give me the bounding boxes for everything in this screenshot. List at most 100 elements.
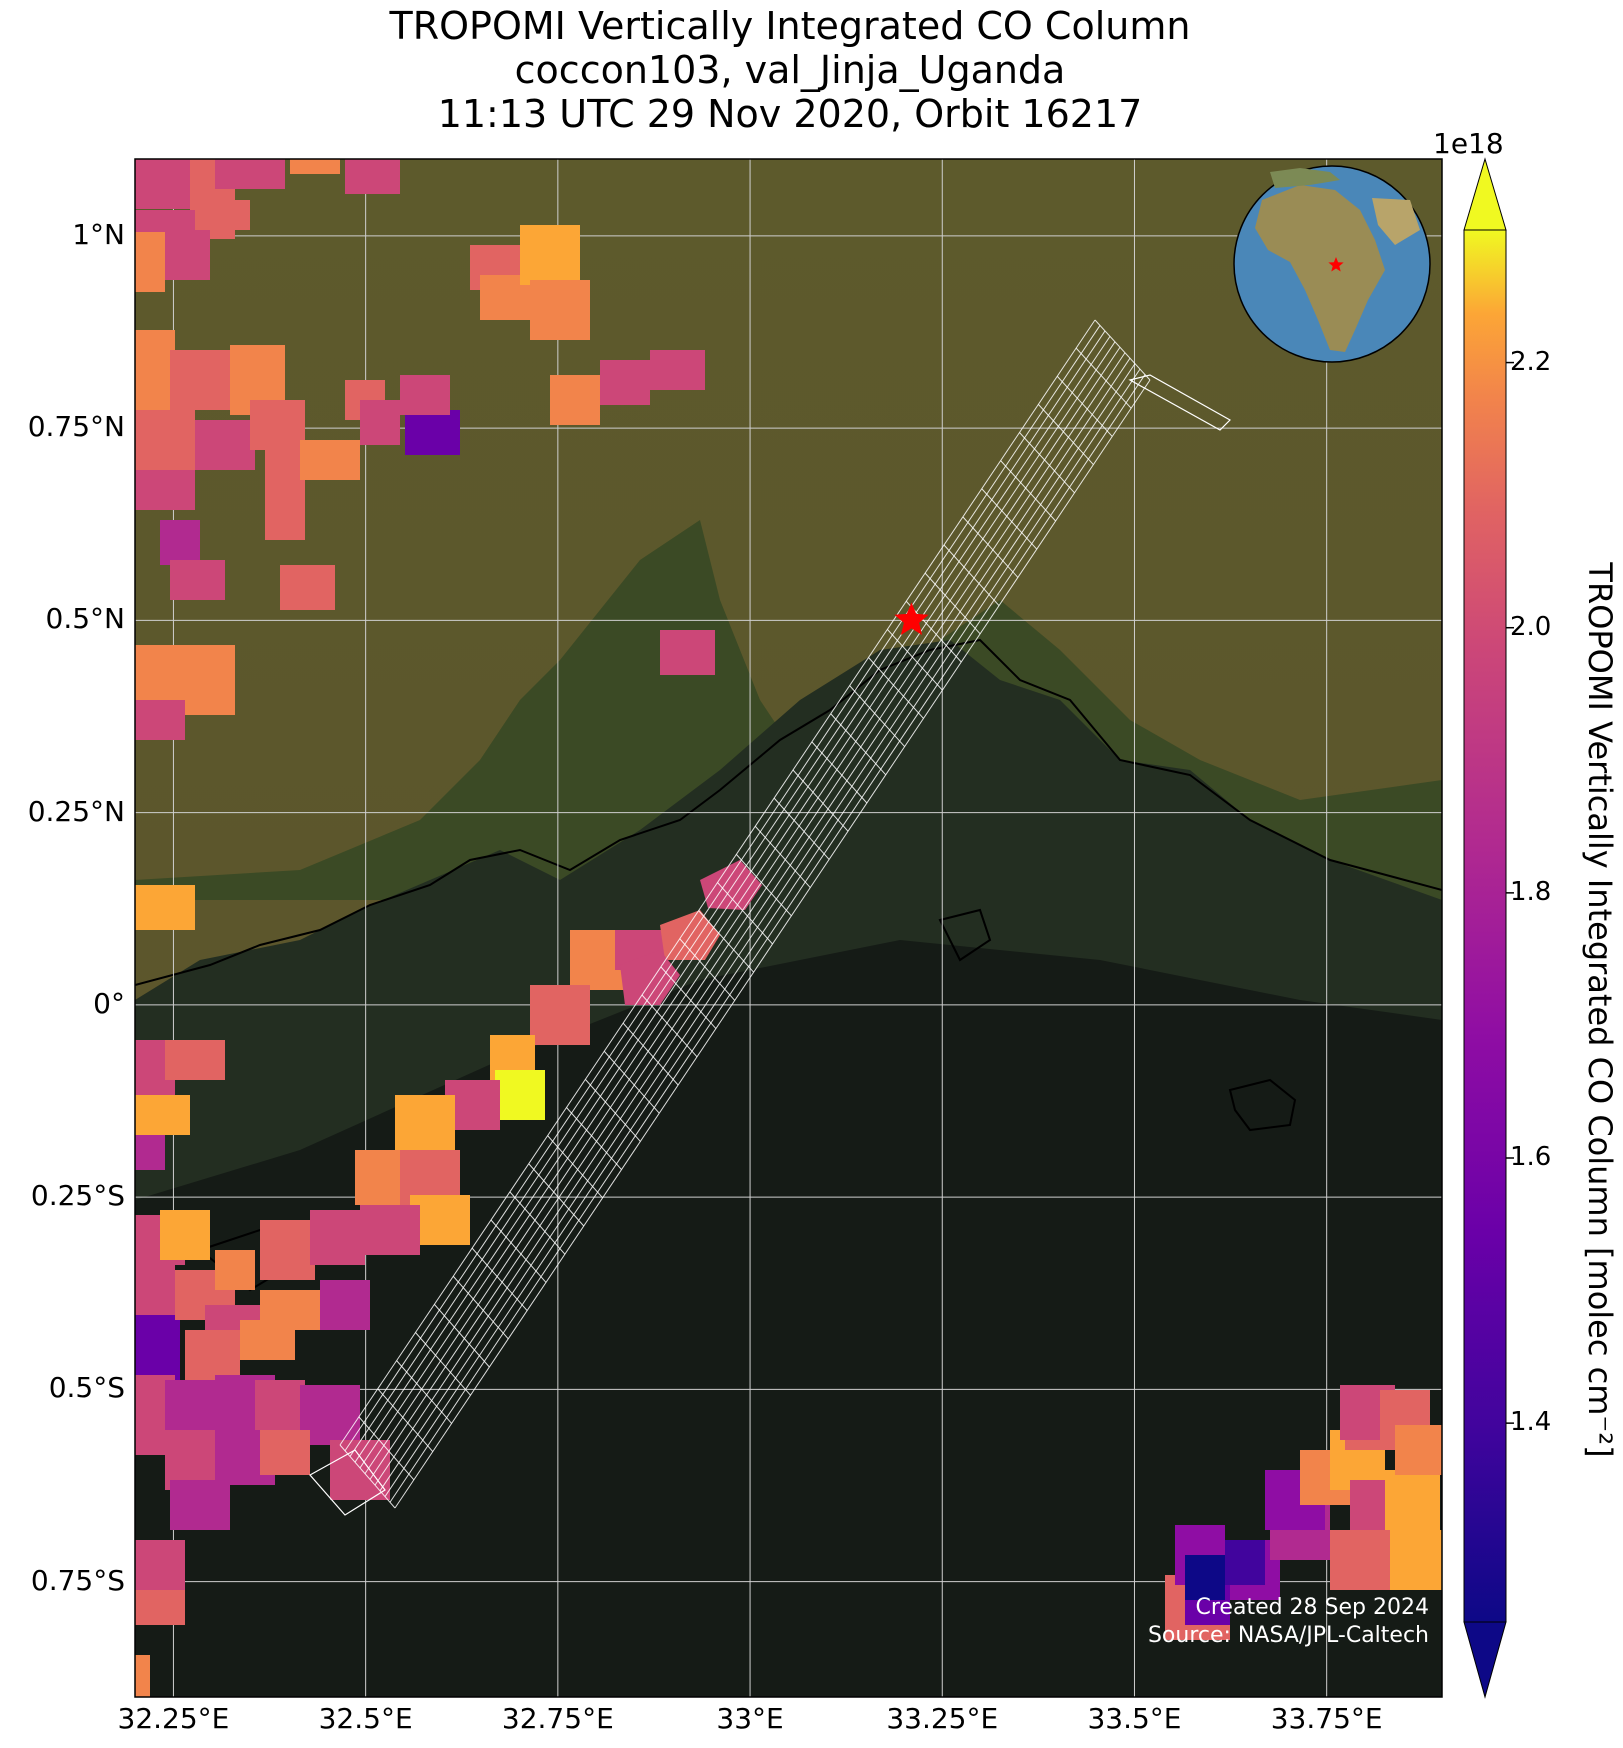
colorbar-extend-high xyxy=(1463,157,1507,231)
created-date: Created 28 Sep 2024 xyxy=(1195,1595,1430,1620)
swath-line xyxy=(354,336,1111,1463)
co-pixel xyxy=(255,1380,305,1430)
swath-line xyxy=(490,1219,547,1283)
swath-line xyxy=(374,357,1131,1486)
island-outline-2 xyxy=(938,908,992,962)
swath-line xyxy=(415,1332,471,1396)
swath-line xyxy=(339,1444,396,1509)
co-pixel xyxy=(360,1205,420,1255)
swath-line xyxy=(1094,319,1151,381)
lat-tick-label: 0.5°N xyxy=(45,602,125,636)
map-frame xyxy=(134,158,1443,1698)
swath-line xyxy=(369,352,1126,1480)
swath-line xyxy=(641,994,698,1058)
lat-tick-label: 0.25°S xyxy=(30,1179,125,1213)
co-pixel xyxy=(195,200,250,230)
co-pixel xyxy=(135,1315,180,1385)
globe-station-star-icon xyxy=(1328,257,1344,272)
co-pixel xyxy=(260,1220,315,1280)
co-pixel xyxy=(185,1330,240,1380)
co-pixel xyxy=(300,440,360,480)
co-pixel xyxy=(240,1320,295,1360)
africa-landmass xyxy=(1255,185,1385,352)
swath-line xyxy=(660,966,717,1029)
co-pixel xyxy=(660,630,715,675)
credits: Created 28 Sep 2024 Source: NASA/JPL-Cal… xyxy=(1148,1594,1429,1650)
lat-tick-label: 0.25°N xyxy=(27,794,125,828)
co-pixel xyxy=(550,375,600,425)
swath-line xyxy=(585,1079,641,1142)
co-pixel xyxy=(310,1210,365,1265)
co-pixel xyxy=(1225,1540,1265,1585)
title-line-3: 11:13 UTC 29 Nov 2020, Orbit 16217 xyxy=(437,92,1143,136)
co-pixel xyxy=(195,420,255,470)
co-pixel xyxy=(660,910,720,960)
swath-line xyxy=(811,741,868,804)
swath-line xyxy=(1019,432,1075,494)
co-pixel xyxy=(135,1095,190,1135)
swath-line xyxy=(830,713,887,776)
swath-line xyxy=(358,1416,415,1481)
co-pixel xyxy=(360,400,400,445)
lon-tick-label: 32.5°E xyxy=(318,1702,413,1735)
co-pixel xyxy=(165,1040,225,1080)
co-pixel xyxy=(135,1540,185,1595)
co-pixel xyxy=(1385,1470,1440,1530)
co-pixel xyxy=(620,950,680,1005)
co-pixel xyxy=(520,225,580,285)
lat-tick-label: 0.75°S xyxy=(30,1563,125,1597)
co-pixel xyxy=(215,159,285,189)
co-pixel xyxy=(320,1280,370,1330)
island-outline xyxy=(1228,1078,1297,1132)
co-column-cells xyxy=(135,159,1442,1697)
colorbar-label: TROPOMI Vertically Integrated CO Column … xyxy=(1581,562,1619,1458)
co-pixel xyxy=(400,375,450,415)
swath-line xyxy=(622,1022,679,1086)
swath-line xyxy=(849,685,905,747)
co-pixel xyxy=(530,280,590,340)
co-pixel xyxy=(405,410,460,455)
co-pixel xyxy=(135,700,185,740)
colorbar-tick-label: 1.4 xyxy=(1510,1407,1552,1438)
co-pixel xyxy=(170,350,230,410)
swath-line xyxy=(905,600,962,663)
title-line-2: coccon103, val_Jinja_Uganda xyxy=(514,48,1066,92)
colorbar-tick-label: 1.8 xyxy=(1510,876,1552,907)
co-pixel xyxy=(135,470,195,510)
swath-line xyxy=(377,1388,434,1452)
co-pixel xyxy=(170,1480,230,1530)
swath-edge-pixel xyxy=(309,1449,386,1516)
swath-line xyxy=(603,1050,660,1114)
colorbar-ticks xyxy=(1506,361,1514,1424)
swath-line xyxy=(943,544,1000,606)
swath-line xyxy=(698,910,754,973)
colorbar-gradient xyxy=(1463,229,1507,1623)
swath-line xyxy=(339,319,1096,1446)
swath-line xyxy=(962,516,1019,578)
swath-line xyxy=(359,341,1116,1469)
satellite-swath-grid xyxy=(309,319,1231,1516)
swath-line xyxy=(349,330,1106,1457)
co-pixel xyxy=(1185,1555,1225,1600)
swath-line xyxy=(452,1275,509,1340)
swath-line xyxy=(528,1163,585,1227)
colorbar-extend-low xyxy=(1463,1621,1507,1699)
co-pixel xyxy=(600,360,650,405)
co-pixel xyxy=(135,232,165,292)
co-pixel xyxy=(170,560,225,600)
colorbar xyxy=(1463,157,1514,1699)
co-pixel xyxy=(1395,1425,1442,1475)
chart-title: TROPOMI Vertically Integrated CO Column … xyxy=(0,4,1580,136)
colorbar-tick-label: 2.2 xyxy=(1510,346,1552,377)
co-pixel xyxy=(165,1380,220,1430)
co-pixel xyxy=(135,885,195,930)
swath-line xyxy=(981,488,1038,550)
colorbar-tick-label: 1.6 xyxy=(1510,1142,1552,1172)
swath-line xyxy=(679,938,736,1001)
co-pixel xyxy=(135,410,195,480)
lat-tick-label: 1°N xyxy=(72,217,125,251)
co-pixel xyxy=(160,520,200,565)
swath-line xyxy=(566,1107,622,1170)
lon-tick-label: 33°E xyxy=(716,1702,784,1735)
lat-tick-label: 0.5°S xyxy=(48,1371,125,1405)
